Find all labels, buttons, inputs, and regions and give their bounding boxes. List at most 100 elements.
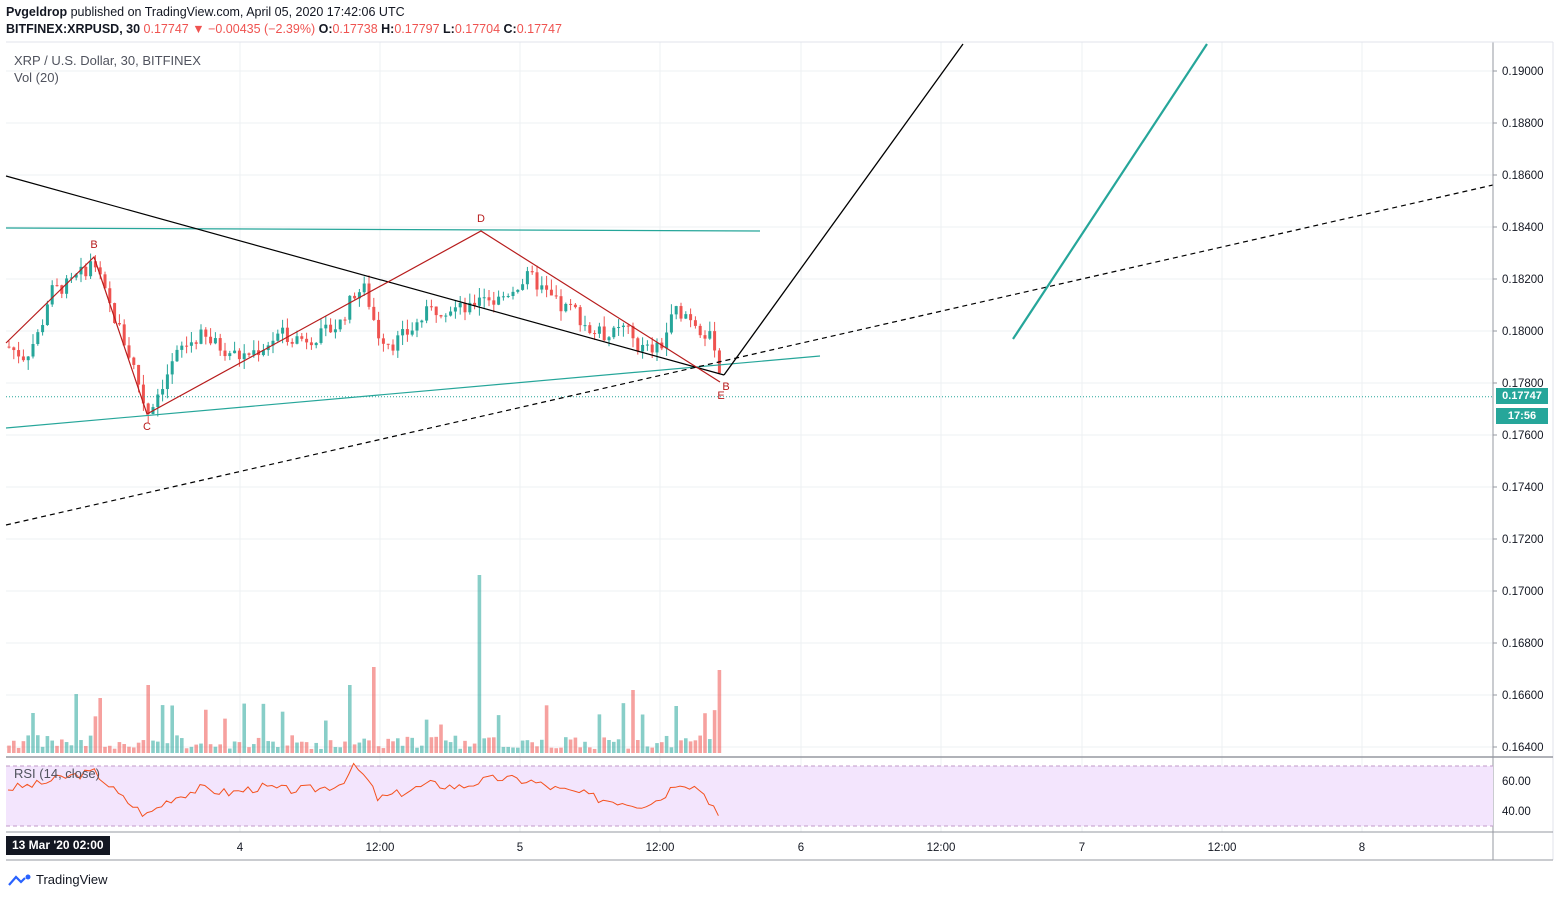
volume-bar xyxy=(40,746,45,753)
volume-bar xyxy=(405,736,410,753)
candle-body xyxy=(161,389,165,395)
volume-bar xyxy=(16,747,21,753)
candle-body xyxy=(386,343,390,345)
candle-body xyxy=(309,342,313,346)
candle-body xyxy=(333,329,337,333)
candle-body xyxy=(79,266,83,275)
candle-body xyxy=(645,344,649,346)
volume-bar xyxy=(396,738,400,753)
ohlc-bar: BITFINEX:XRPUSD, 30 0.17747 ▼ −0.00435 (… xyxy=(6,22,562,36)
volume-bar xyxy=(64,742,69,753)
candle-body xyxy=(31,344,35,357)
candle-body xyxy=(103,274,107,289)
dashed-trendline xyxy=(5,184,1494,526)
volume-bar xyxy=(693,740,698,753)
volume-bar xyxy=(256,737,261,753)
volume-bar xyxy=(93,716,98,753)
candle-body xyxy=(516,289,520,292)
price-tick-label: 0.18600 xyxy=(1502,170,1544,182)
author-name[interactable]: Pvgeldrop xyxy=(6,5,68,19)
candle-body xyxy=(698,325,702,336)
down-arrow-icon: ▼ xyxy=(192,22,205,36)
volume-bar xyxy=(429,737,434,753)
volume-bar xyxy=(511,747,515,753)
candle-body xyxy=(300,336,304,339)
volume-bar xyxy=(583,741,587,753)
volume-bar xyxy=(520,740,525,753)
candle-body xyxy=(290,341,294,344)
volume-bar xyxy=(525,740,530,753)
volume-bar xyxy=(252,744,256,753)
volume-bar xyxy=(69,745,74,753)
volume-bar xyxy=(420,745,424,753)
candle-body xyxy=(314,342,318,346)
candle-body xyxy=(199,329,203,344)
countdown-tag: 17:56 xyxy=(1496,408,1548,424)
volume-bar xyxy=(434,736,438,753)
candle-body xyxy=(84,266,88,277)
candle-body xyxy=(165,374,169,390)
volume-legend[interactable]: Vol (20) xyxy=(14,70,59,85)
price-tick-label: 0.16800 xyxy=(1502,638,1544,650)
price-tick-label: 0.18400 xyxy=(1502,222,1544,234)
volume-bar xyxy=(26,735,30,753)
candle-body xyxy=(434,306,438,316)
volume-bar xyxy=(290,735,294,753)
volume-bar xyxy=(367,740,371,753)
volume-bar xyxy=(309,748,314,753)
price-tick-label: 0.18800 xyxy=(1502,118,1544,130)
volume-bar xyxy=(333,746,338,753)
volume-bar xyxy=(55,745,59,753)
time-tick-label: 4 xyxy=(237,842,244,854)
candle-body xyxy=(55,285,59,287)
candle-body xyxy=(180,345,184,350)
volume-bar xyxy=(391,741,395,753)
symbol-label: BITFINEX:XRPUSD, 30 xyxy=(6,22,141,36)
low-label: L: xyxy=(443,22,455,36)
volume-bar xyxy=(146,685,150,753)
volume-bar xyxy=(655,743,659,753)
volume-bar xyxy=(348,685,352,753)
candle-body xyxy=(276,333,280,341)
price-change: −0.00435 (−2.39%) xyxy=(208,22,316,36)
candle-body xyxy=(36,332,40,345)
candles xyxy=(7,253,721,424)
volume-bar xyxy=(88,735,93,753)
candle-body xyxy=(669,314,673,333)
candle-body xyxy=(391,344,395,351)
candle-body xyxy=(69,277,73,279)
price-tick-label: 0.18000 xyxy=(1502,326,1544,338)
candle-body xyxy=(463,302,467,313)
volume-bar xyxy=(300,741,304,753)
volume-bar xyxy=(492,737,496,753)
volume-bar xyxy=(381,748,386,753)
rsi-legend[interactable]: RSI (14, close) xyxy=(14,766,100,781)
tradingview-brand[interactable]: TradingView xyxy=(8,872,108,887)
candle-body xyxy=(247,353,251,355)
harmonic-pattern-line xyxy=(5,230,721,415)
candle-body xyxy=(338,319,342,330)
volume-bar xyxy=(12,740,16,753)
candle-body xyxy=(631,326,635,339)
candle-body xyxy=(713,331,717,351)
candle-body xyxy=(497,296,501,305)
candle-body xyxy=(50,285,54,305)
candle-body xyxy=(348,295,352,320)
candle-body xyxy=(453,307,457,312)
volume-bar xyxy=(362,738,366,753)
candle-body xyxy=(237,350,241,360)
time-tick-label: 7 xyxy=(1079,842,1085,854)
candle-body xyxy=(689,314,693,321)
candle-body xyxy=(458,302,462,308)
volume-bar xyxy=(132,747,136,753)
candle-body xyxy=(525,271,529,285)
volume-bar xyxy=(448,742,453,753)
candle-body xyxy=(650,344,654,353)
volume-bar xyxy=(357,742,362,753)
candle-body xyxy=(357,292,361,299)
volume-bar xyxy=(79,740,83,753)
series-legend[interactable]: XRP / U.S. Dollar, 30, BITFINEX xyxy=(14,53,201,68)
volume-bar xyxy=(688,741,693,753)
price-tick-label: 0.18200 xyxy=(1502,274,1544,286)
candle-body xyxy=(521,284,525,290)
